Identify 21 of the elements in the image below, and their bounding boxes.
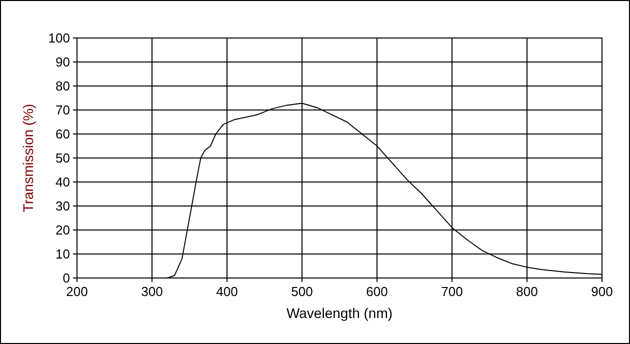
x-tick-label: 900 <box>591 284 613 299</box>
y-tick-label: 100 <box>48 30 70 46</box>
y-tick-label: 50 <box>56 150 70 166</box>
y-tick-label: 80 <box>56 78 70 94</box>
y-tick-label: 20 <box>56 222 70 238</box>
x-tick-label: 200 <box>66 284 88 299</box>
y-tick-label: 40 <box>56 174 70 190</box>
y-tick-label: 60 <box>56 126 70 142</box>
x-tick-label: 500 <box>291 284 313 299</box>
y-tick-label: 0 <box>62 270 70 286</box>
x-tick-label: 300 <box>141 284 163 299</box>
x-tick-label: 600 <box>366 284 388 299</box>
x-axis-title: Wavelength (nm) <box>286 305 393 321</box>
x-tick-label: 400 <box>216 284 238 299</box>
x-tick-label: 700 <box>441 284 463 299</box>
y-tick-label: 10 <box>56 246 70 262</box>
y-axis-title: Transmission (%) <box>20 104 36 212</box>
x-tick-label: 800 <box>516 284 538 299</box>
y-tick-label: 90 <box>56 54 70 70</box>
y-tick-label: 30 <box>56 198 70 214</box>
y-tick-label: 70 <box>56 102 70 118</box>
